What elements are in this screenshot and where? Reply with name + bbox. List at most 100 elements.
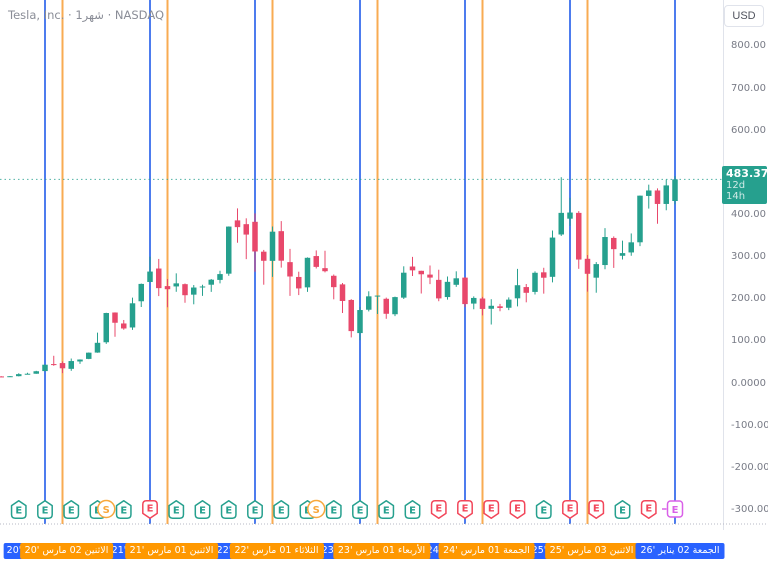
earnings-marker-beat[interactable]: E xyxy=(614,500,631,519)
time-axis[interactable]: 20' 21' 22' 23' 24' 25' الاثنين 02 مارس '20 الا… xyxy=(0,530,768,564)
candle[interactable] xyxy=(304,257,311,292)
candle[interactable] xyxy=(479,296,486,316)
candle[interactable] xyxy=(42,364,48,372)
candle[interactable] xyxy=(462,277,468,308)
candle[interactable] xyxy=(471,296,477,310)
candle[interactable] xyxy=(77,359,83,364)
candle[interactable] xyxy=(138,283,145,307)
earnings-marker-beat[interactable]: E xyxy=(352,500,368,519)
candle[interactable] xyxy=(59,361,66,374)
candle[interactable] xyxy=(103,312,110,344)
earnings-marker-miss[interactable]: E xyxy=(562,500,578,519)
candle[interactable] xyxy=(436,269,442,302)
candle[interactable] xyxy=(129,297,136,330)
candle[interactable] xyxy=(51,355,57,366)
earnings-marker-miss[interactable]: E xyxy=(588,500,605,519)
candle[interactable] xyxy=(418,270,425,294)
currency-toggle-button[interactable]: USD xyxy=(724,5,764,27)
earnings-marker-beat[interactable]: E xyxy=(404,500,421,519)
symbol-title[interactable]: Tesla, Inc. · 1شهر · NASDAQ xyxy=(8,8,165,22)
candle[interactable] xyxy=(322,250,328,273)
candle[interactable] xyxy=(24,372,31,375)
candle[interactable] xyxy=(0,376,4,378)
candle[interactable] xyxy=(348,299,355,338)
candle[interactable] xyxy=(269,226,276,277)
candle[interactable] xyxy=(191,285,197,305)
candle[interactable] xyxy=(663,179,670,211)
earnings-marker-miss[interactable]: E xyxy=(142,500,158,519)
candle[interactable] xyxy=(313,250,320,269)
earnings-marker-beat[interactable]: E xyxy=(247,500,263,519)
candle[interactable] xyxy=(383,297,390,319)
candle[interactable] xyxy=(602,228,608,270)
candle[interactable] xyxy=(357,306,363,341)
candle[interactable] xyxy=(514,268,521,307)
candle[interactable] xyxy=(506,297,512,311)
candle[interactable] xyxy=(453,271,460,287)
candle[interactable] xyxy=(549,230,556,283)
candle[interactable] xyxy=(164,279,171,308)
candle[interactable] xyxy=(366,291,372,312)
candle[interactable] xyxy=(261,249,267,285)
candle[interactable] xyxy=(234,208,241,243)
candle[interactable] xyxy=(374,295,381,314)
candle[interactable] xyxy=(654,188,661,224)
candle[interactable] xyxy=(392,296,398,317)
candle[interactable] xyxy=(7,376,13,378)
split-marker[interactable]: S xyxy=(97,499,116,519)
candle[interactable] xyxy=(646,184,652,209)
split-marker[interactable]: S xyxy=(307,499,326,519)
candle[interactable] xyxy=(173,273,180,292)
candle[interactable] xyxy=(217,270,223,284)
candle[interactable] xyxy=(584,254,591,292)
candle[interactable] xyxy=(567,197,573,226)
candle[interactable] xyxy=(488,299,495,325)
earnings-marker-beat[interactable]: E xyxy=(273,500,290,519)
candle[interactable] xyxy=(86,352,92,360)
candle[interactable] xyxy=(401,266,407,299)
candle[interactable] xyxy=(409,256,416,276)
candle[interactable] xyxy=(68,358,75,371)
earnings-marker-miss[interactable]: E xyxy=(640,500,657,519)
earnings-marker-beat[interactable]: E xyxy=(325,500,342,519)
candle[interactable] xyxy=(147,256,153,283)
candle[interactable] xyxy=(331,274,337,300)
earnings-marker-beat[interactable]: E xyxy=(168,500,185,519)
candle[interactable] xyxy=(637,195,643,247)
earnings-marker-miss[interactable]: E xyxy=(430,500,447,519)
candle[interactable] xyxy=(672,176,678,205)
candle[interactable] xyxy=(243,218,250,260)
candle[interactable] xyxy=(628,233,635,256)
earnings-marker-beat[interactable]: E xyxy=(535,500,552,519)
candle[interactable] xyxy=(182,283,188,303)
candle[interactable] xyxy=(593,262,600,293)
candle[interactable] xyxy=(558,177,565,236)
candle[interactable] xyxy=(287,248,293,296)
candle[interactable] xyxy=(523,283,530,303)
candle[interactable] xyxy=(541,267,547,294)
earnings-marker-beat[interactable]: E xyxy=(220,500,237,519)
earnings-marker-miss[interactable]: E xyxy=(509,500,526,519)
earnings-marker-beat[interactable]: E xyxy=(10,500,27,519)
earnings-marker-upcoming[interactable]: E xyxy=(662,500,684,518)
candle[interactable] xyxy=(497,303,503,312)
candle[interactable] xyxy=(611,236,617,268)
earnings-marker-beat[interactable]: E xyxy=(63,500,80,519)
price-axis[interactable]: 800.00700.00600.00500.00400.00300.00200.… xyxy=(724,0,768,530)
candle[interactable] xyxy=(208,279,215,292)
candle[interactable] xyxy=(444,276,451,300)
candle[interactable] xyxy=(278,221,285,268)
candle[interactable] xyxy=(427,265,433,285)
earnings-marker-miss[interactable]: E xyxy=(483,500,500,519)
candle[interactable] xyxy=(121,319,127,330)
candle[interactable] xyxy=(112,312,118,337)
candle[interactable] xyxy=(226,226,232,276)
candle[interactable] xyxy=(619,240,626,260)
earnings-marker-miss[interactable]: E xyxy=(457,500,473,519)
earnings-marker-beat[interactable]: E xyxy=(37,500,53,519)
candle[interactable] xyxy=(576,211,582,269)
earnings-marker-beat[interactable]: E xyxy=(194,500,211,519)
candle[interactable] xyxy=(339,282,346,313)
candle[interactable] xyxy=(33,370,40,374)
candle[interactable] xyxy=(532,271,538,295)
